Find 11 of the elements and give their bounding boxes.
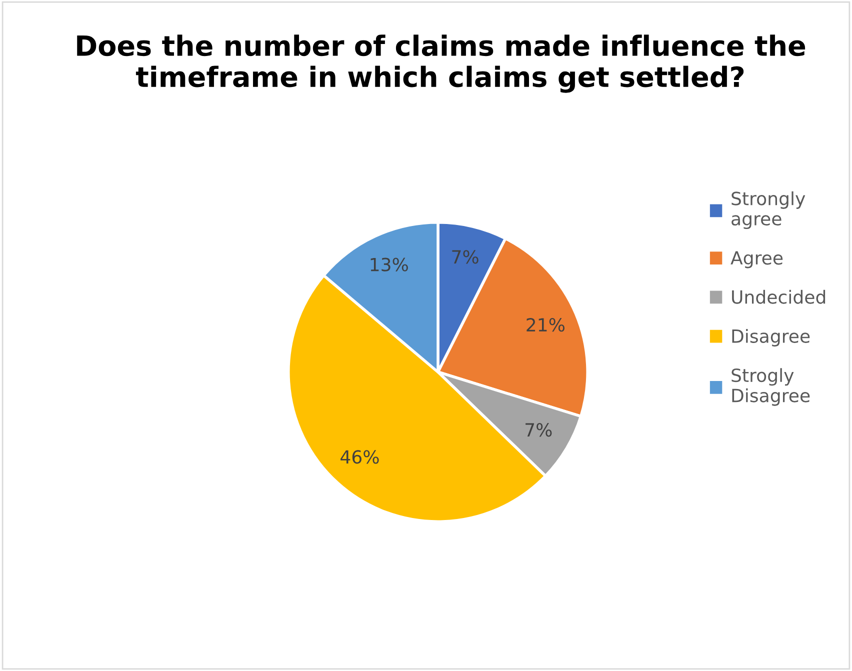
- legend-label: Undecided: [732, 290, 826, 304]
- chart-title: Does the number of claims made influence the timeframe in which claims get settled?: [77, 34, 806, 93]
- data-label: 7%: [526, 423, 552, 437]
- data-label: 46%: [340, 450, 379, 464]
- legend-label: Disagree: [732, 329, 810, 346]
- legend-label: Strogly Disagree: [732, 368, 810, 406]
- data-label: 7%: [452, 250, 478, 264]
- legend-label: Agree: [730, 251, 783, 268]
- legend-label: Strongly agree: [732, 191, 806, 230]
- data-label: 21%: [526, 318, 564, 332]
- data-label: 13%: [370, 258, 408, 272]
